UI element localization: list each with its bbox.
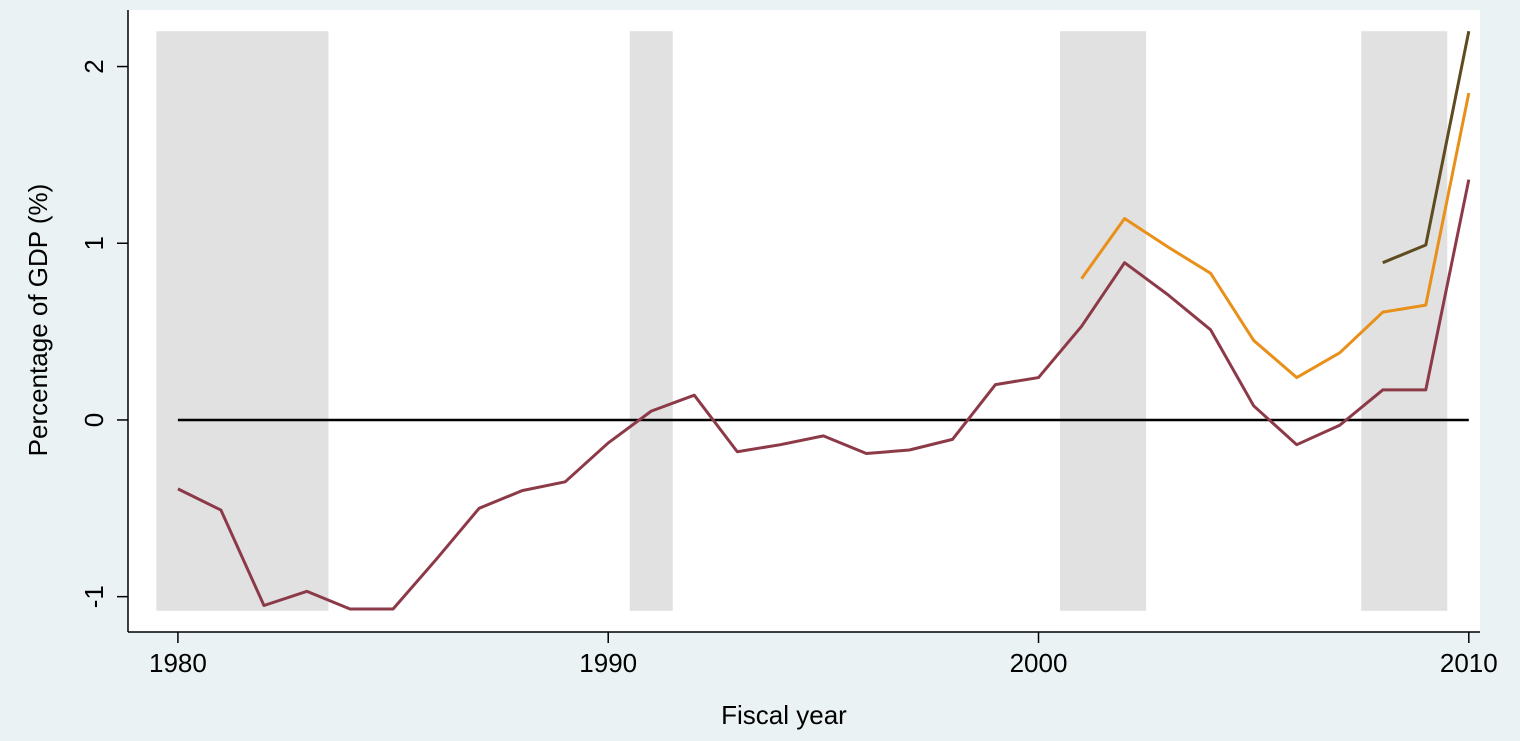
- x-tick-label: 2010: [1440, 648, 1498, 678]
- shaded-period: [156, 31, 329, 611]
- series-line: [1382, 30, 1471, 265]
- y-tick-label: 2: [79, 59, 109, 73]
- x-tick-label: 1990: [579, 648, 637, 678]
- series-line: [177, 179, 1471, 611]
- shaded-period: [1060, 31, 1147, 611]
- y-tick-label: -1: [79, 585, 109, 608]
- plot-area: [128, 10, 1480, 632]
- y-axis-label: Percentage of GDP (%): [23, 184, 53, 457]
- x-tick-label: 1980: [149, 648, 207, 678]
- y-tick-label: 1: [79, 236, 109, 250]
- y-tick-label: 0: [79, 413, 109, 427]
- series-line: [1080, 92, 1471, 380]
- x-axis-label: Fiscal year: [721, 700, 847, 730]
- shaded-period: [629, 31, 673, 611]
- x-tick-label: 2000: [1010, 648, 1068, 678]
